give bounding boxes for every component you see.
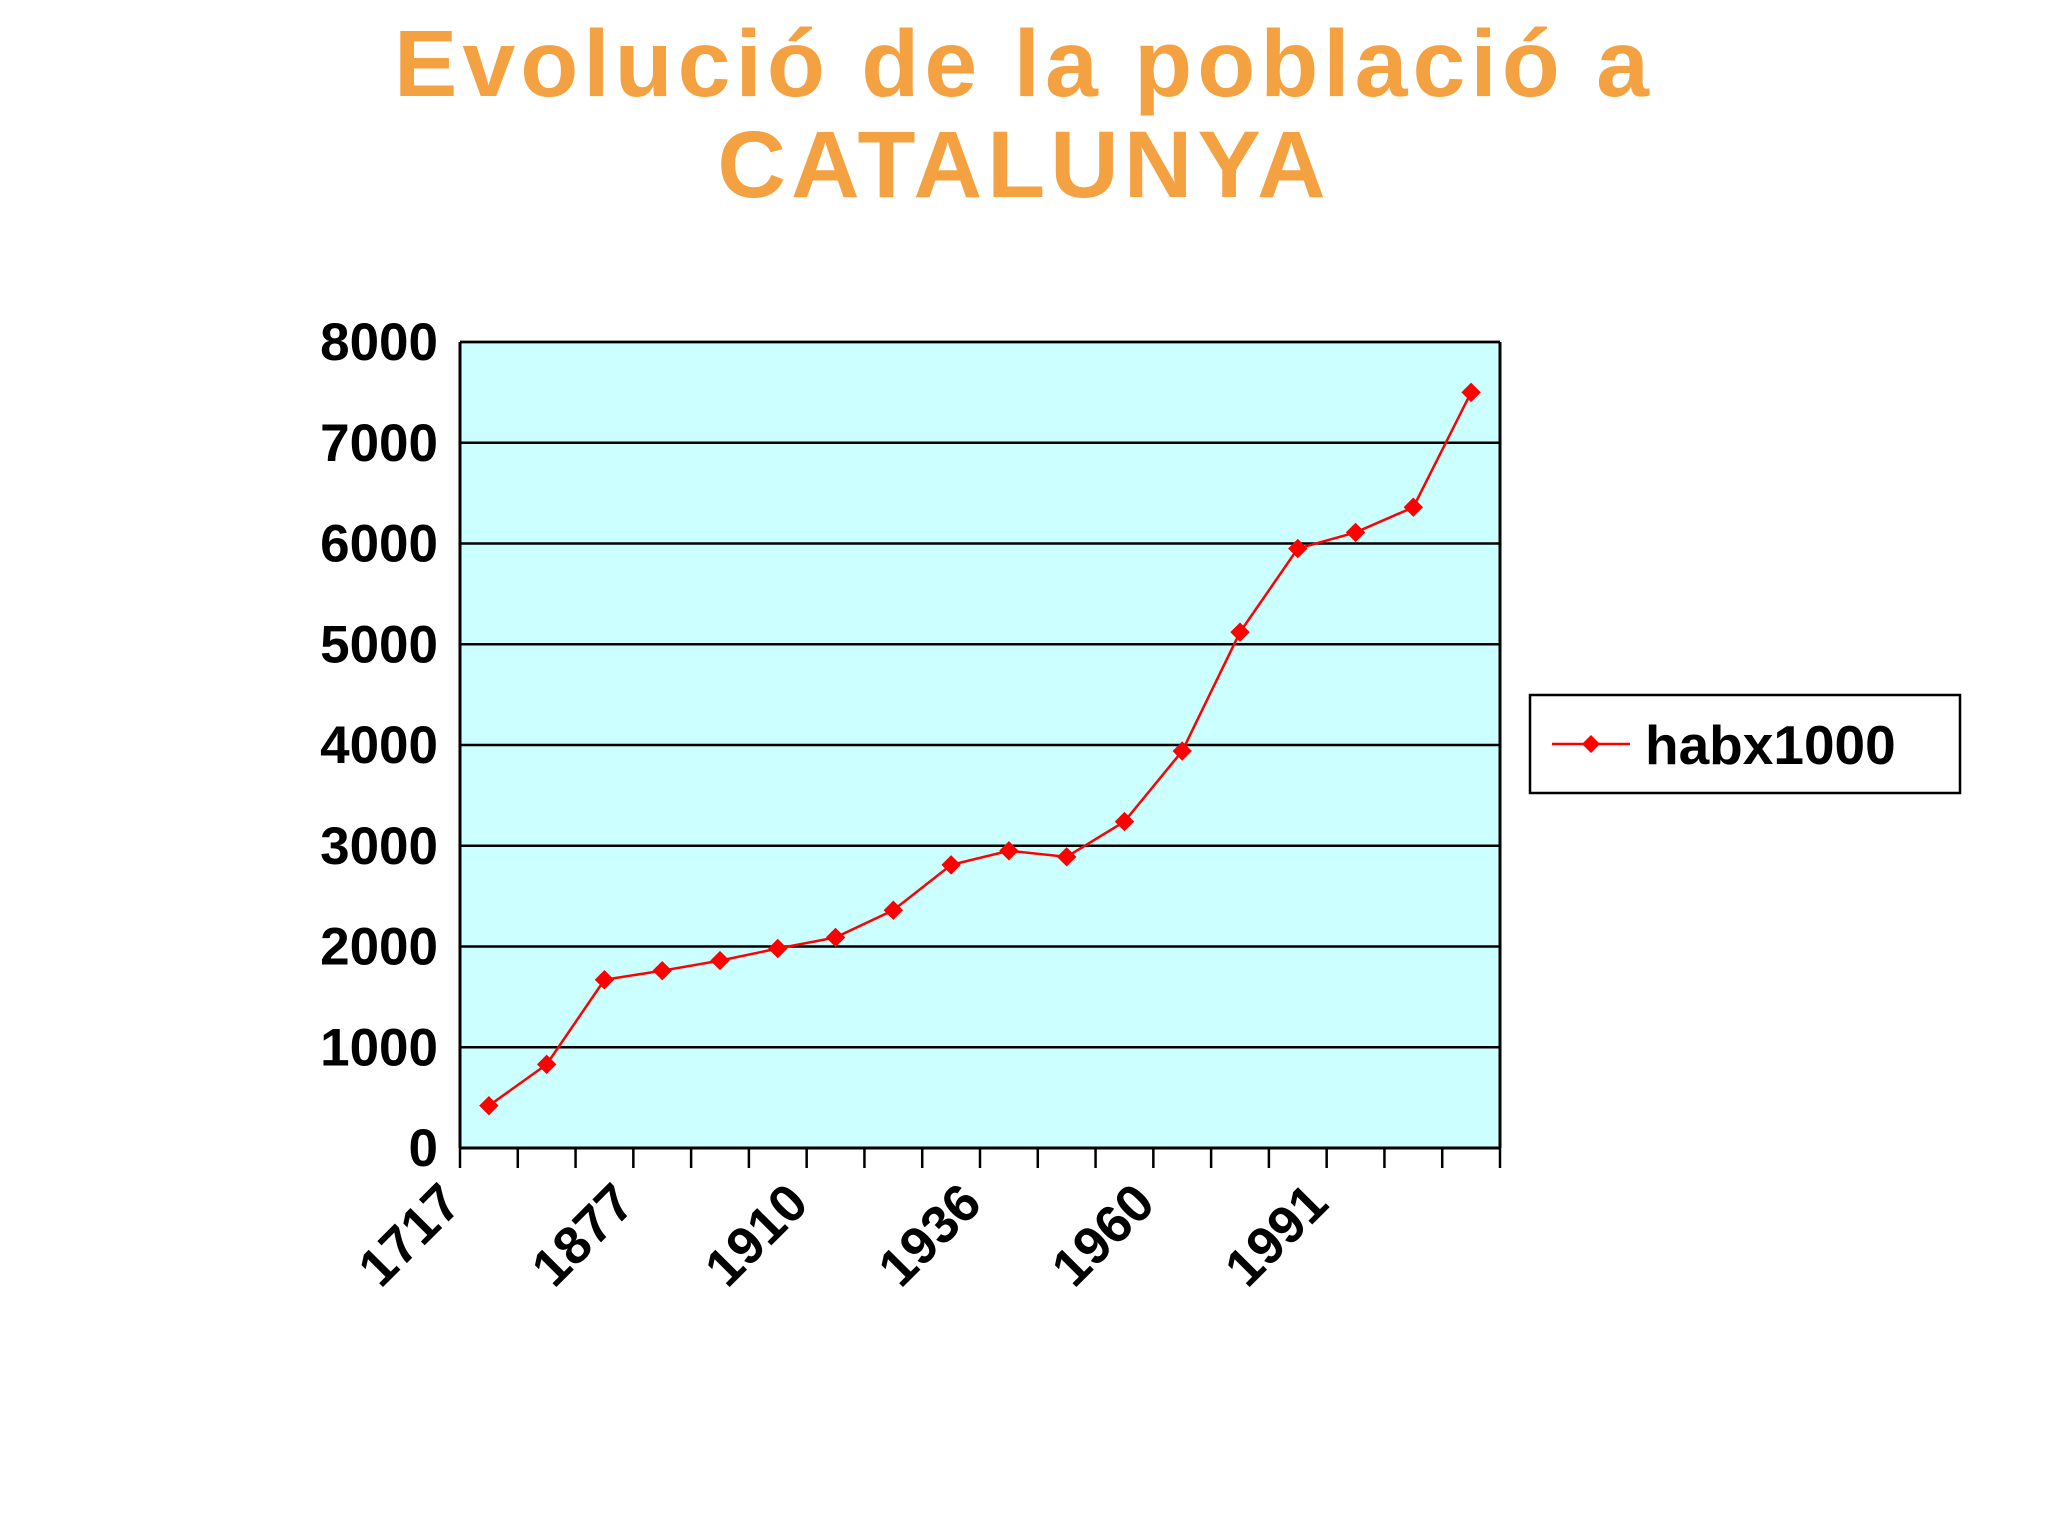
data-point [1230,622,1250,642]
y-axis-ticks: 0 1000 2000 3000 4000 5000 6000 7000 8000 [320,313,438,1178]
data-point [1461,382,1481,403]
series-line-habx1000 [488,391,1473,1107]
legend: habx1000 [1528,693,1962,795]
y-tick-label: 2000 [320,918,438,977]
data-point [941,855,961,875]
x-tick-label: 1910 [694,1173,819,1298]
y-tick-label: 0 [409,1119,438,1178]
data-point [710,950,730,971]
y-tick-label: 6000 [320,515,438,574]
x-tick-label: 1960 [1041,1173,1166,1298]
y-tick-label: 5000 [320,615,438,674]
data-point [1056,847,1077,867]
y-tick-label: 1000 [320,1018,438,1077]
data-point [594,970,615,990]
y-tick-label: 4000 [320,716,438,775]
chart-title: Evolució de la població a CATALUNYA [0,14,2048,216]
data-point [999,841,1019,861]
data-point [1403,497,1424,517]
x-tick-label: 1936 [867,1173,992,1298]
series-lines [488,391,1473,1107]
data-point [479,1095,499,1116]
legend-marker [1582,735,1600,753]
data-point [768,938,788,959]
y-tick-label: 7000 [320,414,438,473]
data-point [1345,522,1366,543]
data-point [1114,811,1135,832]
x-tick-label: 1717 [347,1173,472,1298]
chart-title-line-2: CATALUNYA [717,112,1331,218]
data-point [1172,741,1192,761]
data-point [1288,538,1308,559]
data-point [883,900,904,920]
y-tick-label: 8000 [320,313,438,372]
axes [458,340,1502,1168]
legend-label: habx1000 [1645,714,1896,776]
x-tick-label: 1877 [521,1173,646,1298]
chart-title-line-1: Evolució de la població a [394,11,1654,117]
series-markers [479,382,1481,1116]
data-point [536,1054,557,1075]
y-tick-label: 3000 [320,817,438,876]
data-point [652,960,672,981]
x-axis-ticks: 1717 1877 1910 1936 1960 1991 [347,1173,1339,1298]
x-tick-label: 1991 [1214,1173,1339,1298]
data-point [825,927,846,948]
